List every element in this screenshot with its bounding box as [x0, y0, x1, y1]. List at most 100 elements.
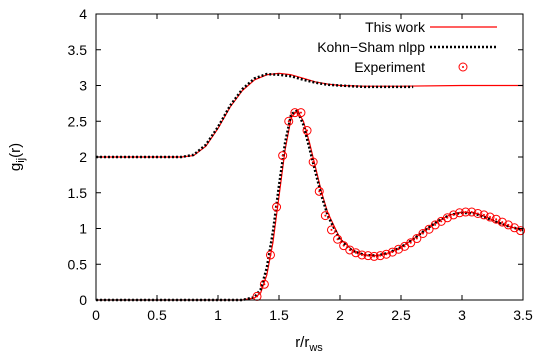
- experiment-point: [406, 238, 416, 248]
- experiment-point: [375, 251, 385, 261]
- y-tick-label: 1: [79, 221, 87, 237]
- experiment-point: [516, 226, 526, 236]
- experiment-point-center: [299, 111, 302, 114]
- x-tick-label: 2.5: [391, 307, 411, 323]
- experiment-point: [265, 250, 275, 260]
- experiment-point: [302, 126, 312, 136]
- experiment-point: [503, 220, 513, 230]
- experiment-point: [345, 245, 355, 255]
- experiment-point-center: [391, 251, 394, 254]
- experiment-point-center: [336, 238, 339, 241]
- experiment-point-center: [330, 228, 333, 231]
- experiment-point-center: [287, 120, 290, 123]
- experiment-point: [394, 244, 404, 254]
- experiment-point: [369, 251, 379, 261]
- legend-label-experiment: Experiment: [354, 59, 425, 75]
- experiment-point-center: [263, 283, 266, 286]
- legend-swatch-experiment: [458, 62, 468, 72]
- x-tick-label: 0.5: [147, 307, 167, 323]
- y-tick-label: 2: [79, 149, 87, 165]
- experiment-point-center: [458, 211, 461, 214]
- experiment-point: [448, 210, 458, 220]
- x-tick-label: 2: [336, 307, 344, 323]
- axis-ticks: 0 0.5 1 1.5 2 2.5 3 3.5 0 0.5 1 1.5 2 2.5 3 3.5 4: [68, 6, 533, 323]
- x-tick-label: 0: [92, 307, 100, 323]
- experiment-point-center: [476, 212, 479, 215]
- experiment-point: [497, 217, 507, 227]
- experiment-point: [485, 212, 495, 222]
- kohn-sham-line: [96, 72, 414, 159]
- y-axis-label: gij(r): [7, 143, 27, 171]
- experiment-point-center: [354, 251, 357, 254]
- y-tick-label: 0.5: [68, 256, 88, 272]
- experiment-point: [467, 207, 477, 217]
- experiment-point-center: [373, 255, 376, 258]
- experiment-point: [278, 151, 288, 161]
- experiment-point: [259, 279, 269, 289]
- experiment-point-center: [360, 253, 363, 256]
- experiment-point: [320, 211, 330, 221]
- y-tick-label: 1.5: [68, 185, 88, 201]
- experiment-point-center: [281, 154, 284, 157]
- experiment-point-center: [385, 253, 388, 256]
- y-tick-label: 2.5: [68, 113, 88, 129]
- experiment-point-center: [348, 248, 351, 251]
- experiment-point: [333, 234, 343, 244]
- experiment-point-center: [409, 241, 412, 244]
- experiment-point-center: [446, 216, 449, 219]
- experiment-point: [461, 207, 471, 217]
- experiment-point: [387, 247, 397, 257]
- experiment-point-center: [367, 254, 370, 257]
- x-axis-label: r/rws: [295, 334, 323, 354]
- experiment-point: [326, 225, 336, 235]
- x-tick-label: 3: [458, 307, 466, 323]
- y-tick-label: 3.5: [68, 42, 88, 58]
- experiment-point-center: [306, 129, 309, 132]
- experiment-point-center: [495, 218, 498, 221]
- experiment-point: [296, 108, 306, 118]
- experiment-point: [412, 234, 422, 244]
- experiment-point: [308, 157, 318, 167]
- plot-marks: [96, 72, 526, 302]
- kohn-sham-line: [96, 109, 524, 302]
- experiment-point: [418, 229, 428, 239]
- experiment-point-center: [482, 213, 485, 216]
- experiment-point: [424, 224, 434, 234]
- experiment-point: [272, 202, 282, 212]
- experiment-point-center: [269, 253, 272, 256]
- experiment-point-center: [489, 216, 492, 219]
- experiment-point-center: [452, 213, 455, 216]
- experiment-point: [491, 214, 501, 224]
- experiment-point: [357, 250, 367, 260]
- legend: This work Kohn−Sham nlpp Experiment: [317, 19, 497, 75]
- experiment-point-center: [434, 223, 437, 226]
- legend-label-kohn-sham: Kohn−Sham nlpp: [317, 39, 425, 55]
- experiment-point-center: [513, 226, 516, 229]
- experiment-point: [314, 186, 324, 196]
- experiment-point-center: [415, 237, 418, 240]
- experiment-point: [473, 208, 483, 218]
- legend-label-this-work: This work: [365, 19, 426, 35]
- experiment-point-center: [397, 248, 400, 251]
- experiment-point-center: [507, 223, 510, 226]
- experiment-point-center: [421, 232, 424, 235]
- y-tick-label: 4: [79, 6, 87, 22]
- experiment-point-center: [318, 190, 321, 193]
- x-tick-label: 3.5: [513, 307, 533, 323]
- legend-swatch-experiment-dot: [462, 66, 464, 68]
- experiment-point-center: [256, 295, 259, 298]
- experiment-point: [442, 213, 452, 223]
- experiment-point-center: [293, 111, 296, 114]
- x-tick-label: 1: [214, 307, 222, 323]
- experiment-point-center: [428, 228, 431, 231]
- experiment-point-center: [403, 245, 406, 248]
- this-work-line: [96, 109, 524, 301]
- experiment-point-center: [464, 211, 467, 214]
- experiment-point-center: [470, 211, 473, 214]
- experiment-point: [363, 251, 373, 261]
- experiment-point-center: [379, 254, 382, 257]
- experiment-point-center: [501, 221, 504, 224]
- y-tick-label: 0: [79, 292, 87, 308]
- experiment-point: [479, 210, 489, 220]
- experiment-point: [455, 208, 465, 218]
